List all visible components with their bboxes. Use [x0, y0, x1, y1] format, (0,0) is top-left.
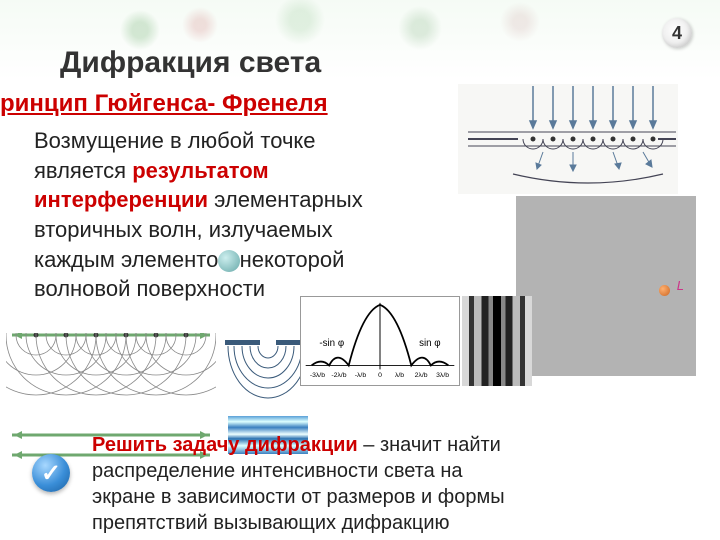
- body-em1: результатом: [132, 158, 269, 183]
- slide-number-badge: 4: [662, 18, 692, 48]
- page-title: Дифракция света: [60, 46, 321, 80]
- sinc-left-label: -sin φ: [319, 338, 344, 349]
- body-line6: волновой поверхности: [34, 276, 265, 301]
- subtitle-principle: ринцип Гюйгенса- Френеля: [0, 90, 328, 118]
- body-line3: элементарных: [208, 187, 363, 212]
- check-bullet-icon: [32, 454, 70, 492]
- anim-disc-icon: [218, 250, 240, 272]
- body-line2a: является: [34, 158, 132, 183]
- diffraction-pattern-photo: [462, 296, 532, 386]
- body-paragraph: Возмущение в любой точке является резуль…: [34, 126, 414, 304]
- svg-text:-2λ/b: -2λ/b: [331, 372, 346, 379]
- body-em2: интерференции: [34, 187, 208, 212]
- huygens-diagram: [458, 84, 678, 194]
- sinc-plot: -sin φ sin φ -3λ/b -2λ/b -λ/b 0 λ/b 2λ/b…: [300, 296, 460, 386]
- svg-text:3λ/b: 3λ/b: [436, 372, 449, 379]
- body-line4: вторичных волн, излучаемых: [34, 217, 333, 242]
- task-line3: экране в зависимости от размеров и формы: [92, 486, 505, 508]
- task-line2: распределение интенсивности света на: [92, 460, 463, 482]
- svg-text:λ/b: λ/b: [395, 372, 404, 379]
- svg-text:-λ/b: -λ/b: [355, 372, 367, 379]
- task-line4: препятствий вызывающих дифракцию: [92, 512, 450, 534]
- body-line1: Возмущение в любой точке: [34, 128, 316, 153]
- svg-text:-3λ/b: -3λ/b: [310, 372, 325, 379]
- animation-panel: [516, 196, 696, 376]
- svg-text:0: 0: [378, 372, 382, 379]
- sinc-right-label: sin φ: [419, 338, 441, 349]
- task-em: Решить задачу дифракции: [92, 434, 358, 456]
- svg-text:2λ/b: 2λ/b: [415, 372, 428, 379]
- panel-letter-l: L: [677, 278, 684, 293]
- panel-source-dot: [659, 285, 670, 296]
- task-rest1: – значит найти: [358, 434, 501, 456]
- task-paragraph: Решить задачу дифракции – значит найти р…: [92, 432, 672, 536]
- body-line5: каждым элементом некоторой: [34, 247, 344, 272]
